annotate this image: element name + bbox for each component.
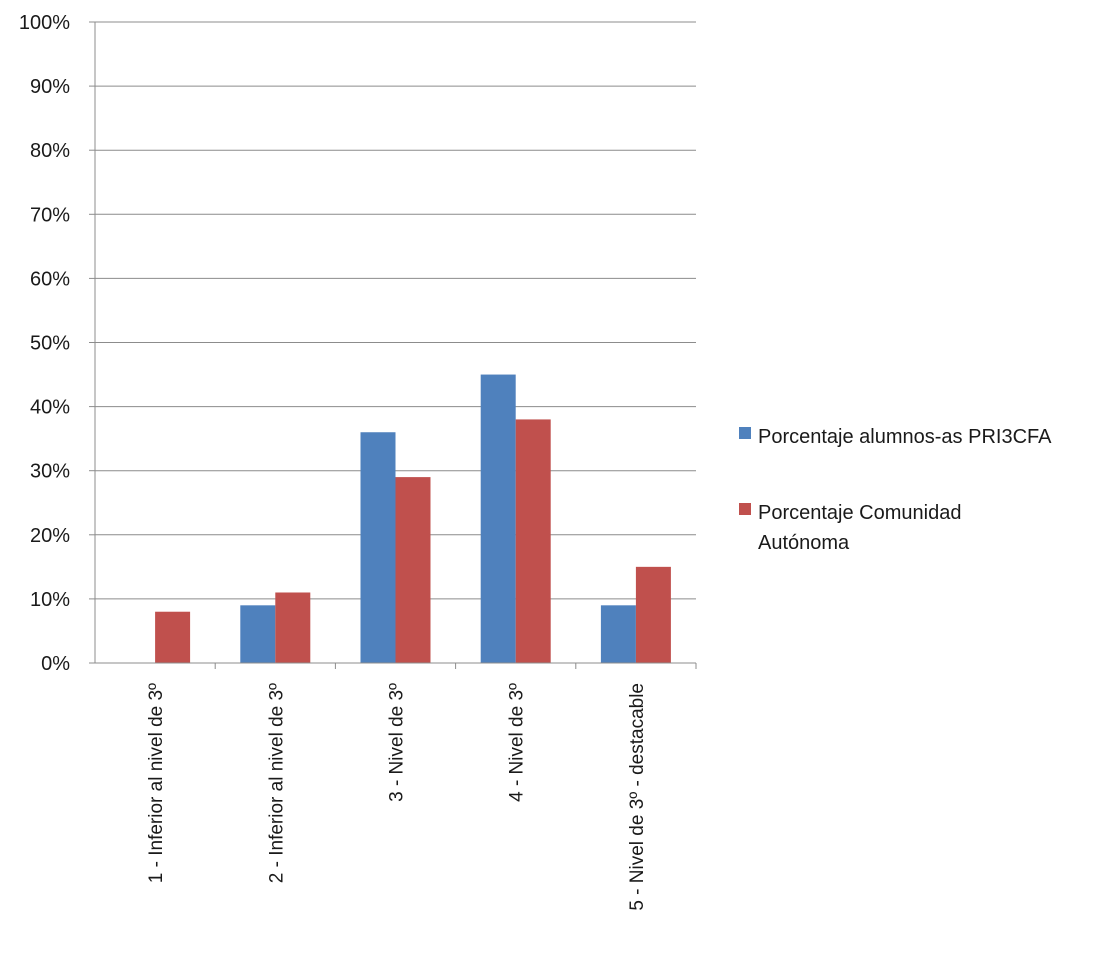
bar-2-5: [635, 566, 671, 663]
legend-label-2: Autónoma: [758, 532, 850, 554]
x-category-label: 2 - Inferior al nivel de 3º: [266, 683, 287, 883]
y-tick-label: 70%: [30, 204, 70, 226]
y-tick-label: 60%: [30, 268, 70, 290]
y-tick-label: 30%: [30, 461, 70, 483]
axes: [89, 21, 697, 669]
bar-1-5: [600, 605, 636, 663]
bar-2-4: [515, 419, 551, 663]
x-axis-category-labels: 1 - Inferior al nivel de 3º 2 - Inferior …: [146, 683, 648, 911]
bar-1-2: [240, 605, 276, 663]
bar-1-4: [480, 374, 516, 663]
x-category-label: 1 - Inferior al nivel de 3º: [146, 683, 167, 883]
x-category-label: 3 - Nivel de 3º: [387, 683, 408, 802]
bar-2-2: [275, 592, 311, 663]
y-tick-label: 90%: [30, 76, 70, 98]
legend-swatch-2: [739, 503, 751, 515]
bar-1-3: [360, 432, 396, 663]
y-tick-label: 40%: [30, 397, 70, 419]
bars: [155, 374, 671, 663]
gridlines: [95, 21, 696, 600]
x-category-label: 4 - Nivel de 3º: [507, 683, 528, 802]
bar-2-1: [155, 611, 191, 663]
bar-2-3: [395, 477, 431, 663]
legend-label-2: Porcentaje Comunidad: [758, 502, 961, 524]
y-tick-label: 100%: [19, 12, 70, 34]
y-tick-label: 20%: [30, 525, 70, 547]
y-axis-ticks: 0% 10% 20% 30% 40% 50% 60% 70% 80% 90% 100%: [19, 12, 70, 675]
y-tick-label: 50%: [30, 333, 70, 355]
legend-label-1: Porcentaje alumnos-as PRI3CFA: [758, 426, 1052, 448]
legend: Porcentaje alumnos-as PRI3CFA Porcentaje …: [739, 426, 1052, 554]
y-tick-label: 10%: [30, 589, 70, 611]
x-category-label: 5 - Nivel de 3º - destacable: [627, 683, 648, 911]
y-tick-label: 80%: [30, 140, 70, 162]
legend-swatch-1: [739, 427, 751, 439]
y-tick-label: 0%: [41, 653, 70, 675]
